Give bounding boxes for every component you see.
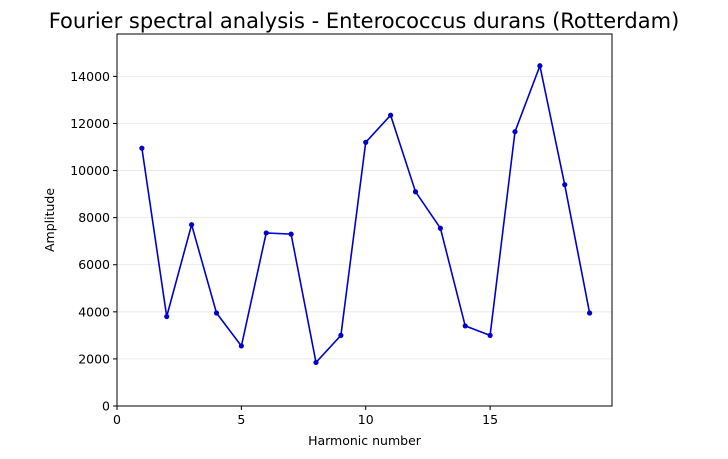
series-line bbox=[141, 62, 591, 365]
data-point bbox=[512, 129, 518, 135]
axes bbox=[116, 33, 613, 407]
series-group bbox=[139, 62, 593, 366]
x-tick-label: 0 bbox=[113, 412, 121, 427]
data-point bbox=[537, 63, 543, 69]
y-axis-ticks: 0 2000 4000 6000 8000 10000 12000 14000 bbox=[70, 69, 117, 414]
data-point bbox=[462, 323, 468, 329]
y-tick-label: 2000 bbox=[78, 351, 110, 366]
data-point bbox=[587, 310, 593, 316]
data-point bbox=[388, 112, 394, 118]
data-point bbox=[139, 145, 145, 151]
data-point bbox=[189, 222, 195, 228]
y-tick-label: 0 bbox=[102, 399, 110, 414]
y-tick-label: 4000 bbox=[78, 304, 110, 319]
data-point bbox=[313, 359, 319, 366]
x-tick-label: 15 bbox=[482, 412, 498, 427]
y-tick-label: 8000 bbox=[78, 210, 110, 225]
chart-title: Fourier spectral analysis - Enterococcus… bbox=[49, 9, 680, 33]
y-tick-label: 10000 bbox=[70, 163, 110, 178]
data-point bbox=[238, 343, 244, 349]
y-tick-label: 6000 bbox=[78, 257, 110, 272]
data-point bbox=[263, 230, 269, 236]
y-axis-label: Amplitude bbox=[42, 188, 57, 252]
data-point bbox=[164, 313, 170, 320]
x-tick-label: 5 bbox=[237, 412, 245, 427]
data-point bbox=[213, 310, 220, 316]
y-tick-label: 14000 bbox=[70, 69, 110, 84]
data-point bbox=[338, 332, 344, 338]
plot-frame bbox=[116, 33, 613, 407]
data-point bbox=[288, 231, 294, 237]
data-point bbox=[363, 139, 369, 145]
x-axis-ticks: 0 5 10 15 bbox=[113, 406, 498, 427]
y-tick-label: 12000 bbox=[70, 116, 110, 131]
data-point bbox=[487, 332, 493, 338]
gridlines bbox=[117, 75, 612, 360]
data-point bbox=[437, 225, 443, 231]
x-axis-label: Harmonic number bbox=[308, 433, 422, 448]
data-point bbox=[562, 182, 568, 188]
data-point bbox=[412, 189, 419, 195]
x-tick-label: 10 bbox=[358, 412, 374, 427]
